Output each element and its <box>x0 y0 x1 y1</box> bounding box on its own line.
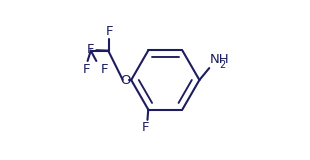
Text: F: F <box>101 63 108 76</box>
Text: O: O <box>120 73 131 87</box>
Text: F: F <box>82 63 90 76</box>
Text: F: F <box>105 25 113 38</box>
Text: F: F <box>86 43 94 56</box>
Text: NH: NH <box>210 53 230 66</box>
Text: 2: 2 <box>219 60 225 70</box>
Text: F: F <box>142 121 150 134</box>
